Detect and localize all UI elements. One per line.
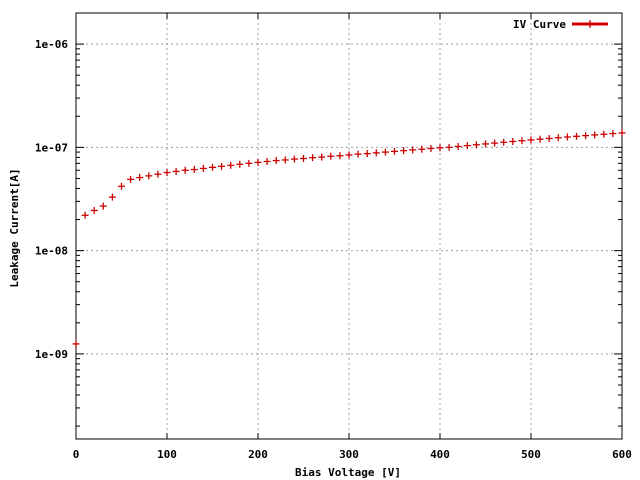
data-point [472, 141, 480, 149]
y-axis-label: Leakage Current[A] [8, 168, 21, 287]
x-tick-label: 500 [521, 448, 541, 461]
legend: IV Curve [513, 18, 608, 31]
data-point [245, 159, 253, 167]
data-point [454, 142, 462, 150]
x-tick-label: 0 [73, 448, 80, 461]
data-point [154, 170, 162, 178]
data-point [381, 148, 389, 156]
data-point [463, 142, 471, 150]
data-point [418, 145, 426, 153]
data-point [136, 174, 144, 182]
x-tick-label: 100 [157, 448, 177, 461]
data-point [409, 146, 417, 154]
legend-label-iv-curve: IV Curve [513, 18, 566, 31]
data-point [391, 147, 398, 155]
data-point [218, 162, 226, 170]
x-tick-label: 200 [248, 448, 268, 461]
data-point [199, 164, 207, 172]
data-point [318, 153, 326, 161]
plot-frame [75, 12, 623, 440]
data-point [436, 144, 444, 152]
data-point [336, 152, 344, 160]
data-point [300, 155, 307, 163]
data-point [281, 156, 289, 164]
data-point [209, 163, 216, 171]
y-tick-label: 1e-06 [35, 38, 68, 51]
y-tick-label: 1e-08 [35, 245, 68, 258]
data-point [500, 138, 508, 146]
y-tick-label: 1e-07 [35, 141, 68, 154]
x-axis-label: Bias Voltage [V] [295, 466, 401, 479]
data-point [72, 340, 80, 348]
data-point [536, 135, 544, 143]
data-points-layer [72, 129, 626, 348]
x-tick-label: 600 [612, 448, 632, 461]
data-point [172, 167, 180, 175]
data-point [445, 143, 453, 151]
data-point [573, 132, 580, 140]
y-tick-label: 1e-09 [35, 348, 68, 361]
data-point [99, 202, 107, 210]
axes-layer: 0 100 200 300 400 500 600 1e-09 1e-08 1e-07 1e-06 [35, 12, 632, 461]
data-point [372, 149, 380, 157]
data-point [163, 169, 171, 177]
data-point [363, 150, 371, 158]
data-point [290, 155, 298, 163]
data-point [181, 166, 189, 174]
data-point [254, 158, 262, 166]
data-point [482, 140, 489, 148]
data-point [527, 136, 535, 144]
data-point [609, 130, 617, 138]
data-point [545, 134, 553, 142]
data-point [81, 211, 89, 219]
data-point [118, 182, 125, 190]
legend-marker-iv-curve [586, 20, 594, 28]
data-point [263, 157, 271, 165]
data-point [491, 139, 499, 147]
data-point [582, 132, 590, 140]
data-point [90, 206, 98, 214]
data-point [345, 151, 353, 159]
data-point [591, 131, 599, 139]
x-tick-label: 300 [339, 448, 359, 461]
data-point [145, 172, 153, 180]
data-point [509, 137, 517, 145]
data-point [327, 152, 335, 160]
data-point [236, 160, 244, 168]
data-point [127, 175, 135, 183]
grid-layer [76, 13, 622, 439]
data-point [427, 144, 435, 152]
data-point [227, 161, 235, 169]
data-point [600, 130, 608, 138]
x-tick-label: 400 [430, 448, 450, 461]
data-point [563, 133, 571, 141]
data-point [400, 147, 408, 155]
data-point [554, 134, 562, 142]
data-point [618, 129, 626, 137]
data-point [272, 157, 280, 165]
data-point [108, 193, 116, 201]
data-point [518, 137, 526, 145]
data-point [354, 150, 362, 158]
data-point [309, 154, 317, 162]
data-point [190, 166, 198, 174]
